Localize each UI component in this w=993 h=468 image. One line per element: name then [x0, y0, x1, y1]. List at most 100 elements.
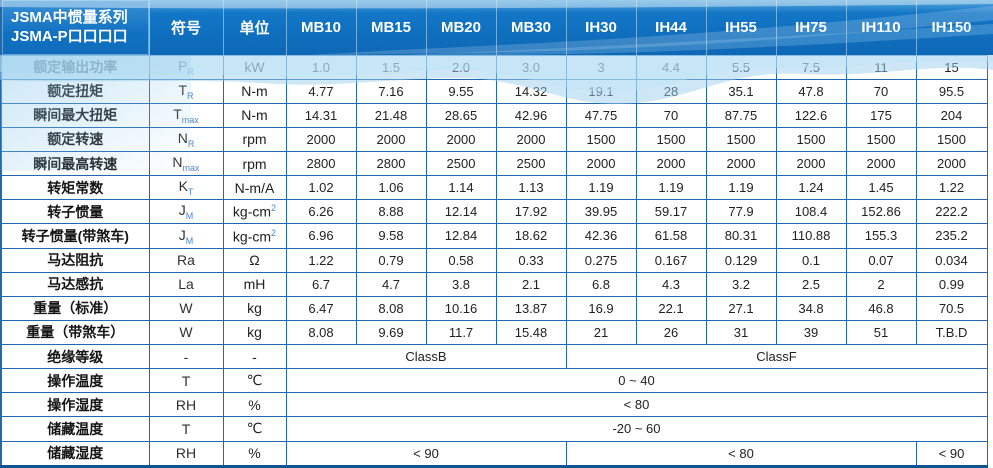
row-label: 转矩常数 [0, 175, 150, 201]
value-cell: 61.58 [635, 223, 707, 249]
value-cell: 21.48 [355, 102, 427, 128]
value-cell: 1.19 [705, 175, 777, 201]
row-unit: mH [222, 271, 287, 297]
value-cell: 1.19 [635, 175, 707, 201]
row-label: 马达阻抗 [0, 247, 150, 273]
value-cell: 77.9 [705, 199, 777, 225]
value-cell: 1.22 [915, 175, 988, 201]
table-row: 额定转速 NR rpm 2000 2000 2000 2000 1500 1500 1500 150… [0, 126, 988, 153]
value-cell: 6.47 [285, 295, 357, 321]
row-unit: kg-cm2 [222, 199, 287, 225]
value-cell: 13.87 [495, 295, 567, 321]
value-cell: 0.99 [915, 271, 988, 297]
row-unit: N-m [222, 102, 287, 128]
row-symbol: Tmax [148, 102, 224, 128]
row-symbol: KT [148, 175, 224, 201]
row-symbol: JM [148, 223, 224, 249]
spec-body: 额定输出功率 PR kW 1.0 1.5 2.0 3.0 3 4.4 5.5 7.5 11 15 额定扭矩… [0, 54, 988, 467]
value-cell: 70.5 [915, 295, 988, 321]
value-cell: 9.58 [355, 223, 427, 249]
value-cell: 1500 [915, 126, 988, 153]
value-cell: 95.5 [915, 78, 988, 104]
span-value-cell: -20 ~ 60 [285, 416, 988, 442]
span-value-cell: < 80 [285, 392, 988, 418]
value-cell: 2800 [355, 150, 427, 177]
span-value-cell: 0 ~ 40 [285, 368, 988, 394]
value-cell: 0.79 [355, 247, 427, 273]
value-cell: 9.55 [425, 78, 497, 104]
row-unit: Ω [222, 247, 287, 273]
table-row: 转子惯量(带煞车) JM kg-cm2 6.96 9.58 12.84 18.62 42.36… [0, 223, 988, 249]
column-header-ih44: IH44 [636, 0, 707, 56]
value-cell: 2.5 [775, 271, 847, 297]
column-header-mb30: MB30 [496, 0, 567, 56]
row-label: 储藏湿度 [0, 440, 150, 467]
row-label: 转子惯量(带煞车) [0, 223, 150, 249]
value-cell: 0.167 [635, 247, 707, 273]
value-cell: 8.08 [285, 319, 357, 346]
series-title-line1: JSMA中惯量系列 [11, 8, 128, 26]
value-cell: 26 [635, 319, 707, 346]
value-cell: 2.0 [425, 54, 497, 80]
row-symbol: T [148, 368, 224, 394]
table-row: 储藏湿度 RH% < 90 < 80 < 90 [0, 440, 988, 467]
row-unit: N-m/A [222, 175, 287, 201]
row-label: 额定转速 [0, 126, 150, 153]
value-cell: 175 [845, 102, 917, 128]
value-cell: 0.33 [495, 247, 567, 273]
value-cell: 2.1 [495, 271, 567, 297]
value-cell: 6.7 [285, 271, 357, 297]
column-header-ih75: IH75 [776, 0, 847, 56]
value-cell: 2000 [285, 126, 357, 153]
value-cell: 31 [705, 319, 777, 346]
value-cell: 0.58 [425, 247, 497, 273]
row-unit: kg-cm2 [222, 223, 287, 249]
value-cell: 1.45 [845, 175, 917, 201]
value-cell: 2000 [565, 150, 637, 177]
value-cell: 80.31 [705, 223, 777, 249]
value-cell: 1500 [775, 126, 847, 153]
value-cell: 1.19 [565, 175, 637, 201]
row-unit: % [222, 440, 287, 467]
value-cell: 0.129 [705, 247, 777, 273]
value-cell: 2000 [775, 150, 847, 177]
series-title-cell: JSMA中惯量系列 JSMA-P口口口口 [1, 0, 150, 56]
value-cell: 0.07 [845, 247, 917, 273]
value-cell: 152.86 [845, 199, 917, 225]
row-unit: kg [222, 295, 287, 321]
value-cell: 4.3 [635, 271, 707, 297]
value-cell: 2000 [495, 126, 567, 153]
column-header-ih150: IH150 [916, 0, 988, 56]
table-row: 额定扭矩 TR N-m 4.77 7.16 9.55 14.32 19.1 28 35.1 47.8… [0, 78, 988, 104]
column-header-ih30: IH30 [566, 0, 637, 56]
value-cell: 10.16 [425, 295, 497, 321]
value-cell: 1.5 [355, 54, 427, 80]
span-value-cell: < 90 [285, 440, 567, 467]
column-header-unit: 单位 [223, 0, 287, 56]
header-right-strip [986, 0, 993, 55]
value-cell: 1.13 [495, 175, 567, 201]
value-cell: 1.0 [285, 54, 357, 80]
row-unit: rpm [222, 150, 287, 177]
row-label: 额定扭矩 [0, 78, 150, 104]
row-symbol: NR [148, 126, 224, 153]
column-header-ih55: IH55 [706, 0, 777, 56]
row-symbol: PR [148, 54, 224, 80]
value-cell: 1.06 [355, 175, 427, 201]
row-symbol: - [148, 343, 224, 370]
row-symbol: Ra [148, 247, 224, 273]
row-unit: ℃ [222, 416, 287, 442]
row-label: 储藏温度 [0, 416, 150, 442]
value-cell: 21 [565, 319, 637, 346]
value-cell: 4.77 [285, 78, 357, 104]
value-cell: 3.2 [705, 271, 777, 297]
value-cell: 28 [635, 78, 707, 104]
table-row: 马达阻抗 Ra Ω 1.22 0.79 0.58 0.33 0.275 0.167 0.129 0.… [0, 247, 988, 273]
value-cell: 2800 [285, 150, 357, 177]
row-label: 转子惯量 [0, 199, 150, 225]
value-cell: 110.88 [775, 223, 847, 249]
value-cell: 39.95 [565, 199, 637, 225]
